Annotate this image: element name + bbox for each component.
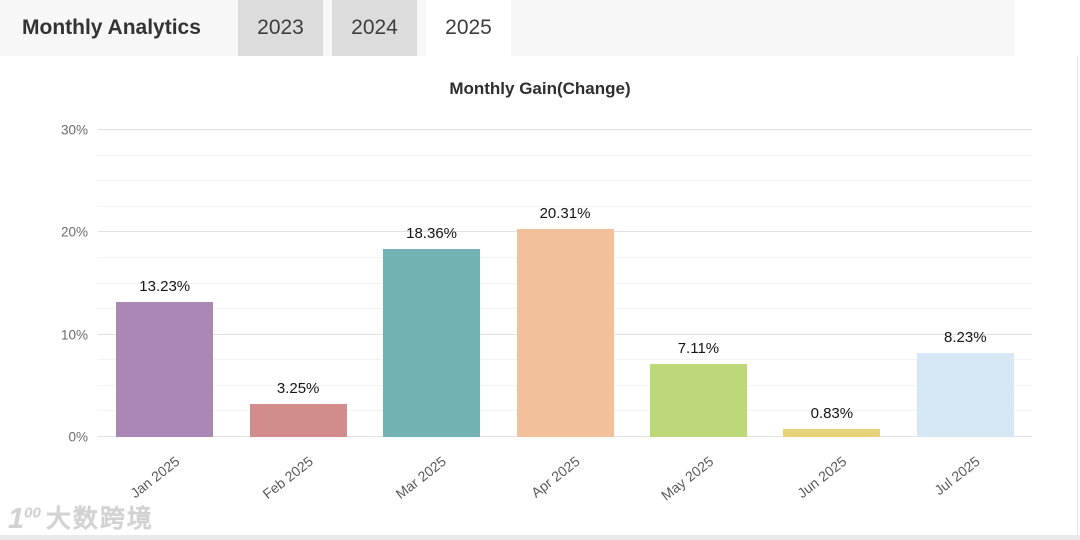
x-tick-label: May 2025 — [657, 453, 717, 504]
bar-value-label: 18.36% — [406, 225, 457, 243]
minor-gridline — [98, 180, 1032, 182]
bar-value-label: 20.31% — [539, 205, 591, 223]
x-tick-label: Apr 2025 — [528, 453, 583, 501]
bar-may-2025[interactable] — [649, 364, 747, 437]
bar-jun-2025[interactable] — [783, 428, 881, 437]
chart-title: Monthly Gain(Change) — [449, 79, 631, 98]
watermark-text: 大数跨境 — [45, 505, 154, 533]
bar-value-label: 8.23% — [944, 328, 987, 346]
y-tick-label: 10% — [60, 327, 88, 343]
watermark-logo-icon: 100 — [8, 503, 41, 535]
y-axis: 0% 10% 20% 30% — [28, 123, 88, 445]
page-title: Monthly Analytics — [22, 16, 201, 39]
minor-gridline — [98, 205, 1032, 207]
bar-feb-2025[interactable] — [249, 403, 347, 437]
tab-2024[interactable]: 2024 — [332, 0, 417, 56]
x-tick-label: Mar 2025 — [392, 453, 450, 503]
x-tick-label: Jul 2025 — [931, 453, 984, 499]
bar-jan-2025[interactable] — [116, 301, 214, 437]
tab-2025[interactable]: 2025 — [426, 0, 511, 56]
plot-area: 0% 10% 20% 30% 13.23% 3.25% 18.36% 20.31% 7.11%… — [61, 123, 1032, 503]
bar-mar-2025[interactable] — [383, 249, 481, 437]
major-gridline — [98, 129, 1032, 130]
tab-2023[interactable]: 2023 — [238, 0, 323, 56]
x-tick-label: Jan 2025 — [127, 453, 183, 502]
bar-value-label: 13.23% — [139, 277, 191, 295]
bar-value-label: 3.25% — [276, 379, 320, 397]
y-tick-label: 0% — [68, 429, 88, 445]
bar-jul-2025[interactable] — [916, 352, 1014, 437]
bar-apr-2025[interactable] — [516, 229, 614, 437]
bar-value-label: 7.11% — [677, 340, 720, 358]
y-tick-label: 20% — [60, 224, 88, 240]
y-tick-label: 30% — [60, 122, 88, 138]
minor-gridline — [98, 154, 1032, 156]
x-tick-label: Feb 2025 — [259, 453, 316, 503]
year-tabs: 2023 2024 2025 — [238, 0, 511, 56]
right-edge-line — [1077, 56, 1078, 535]
watermark: 100 大数跨境 — [8, 505, 154, 534]
bottom-strip — [0, 535, 1080, 540]
bar-value-label: 0.83% — [810, 404, 854, 422]
header-bar: Monthly Analytics 2023 2024 2025 — [0, 0, 1015, 56]
x-tick-label: Jun 2025 — [794, 453, 850, 502]
